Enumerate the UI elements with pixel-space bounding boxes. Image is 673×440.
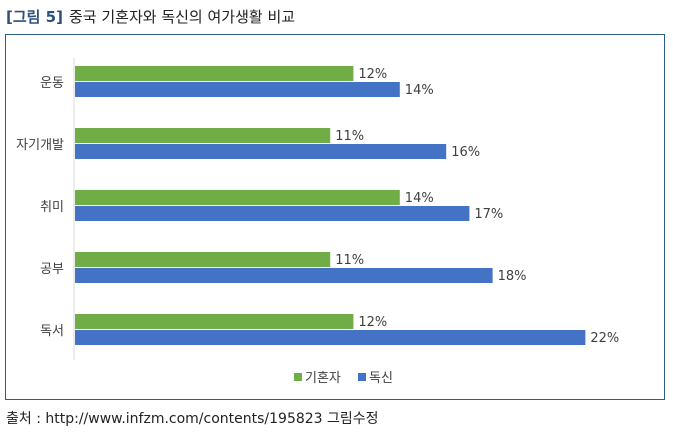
bar-married [75,190,400,205]
bar-single [75,330,586,345]
bar-married [75,66,354,81]
category-tick-label: 독서 [40,324,64,339]
data-label: 12% [358,67,387,82]
category-tick-label: 공부 [40,262,64,277]
data-label: 17% [474,207,503,222]
figure-title-text: 중국 기혼자와 독신의 여가생활 비교 [68,8,296,26]
data-label: 22% [590,331,619,346]
data-label: 12% [358,315,387,330]
data-label: 16% [451,145,480,160]
bar-single [75,268,493,283]
figure-title: [그림 5] 중국 기혼자와 독신의 여가생활 비교 [6,6,295,27]
legend-label: 독신 [369,371,393,386]
figure-tag: [그림 5] [6,8,63,26]
bar-married [75,314,354,329]
bar-single [75,82,400,97]
bar-married [75,252,331,267]
data-label: 11% [335,253,364,268]
data-label: 14% [405,191,434,206]
legend-swatch-single [358,373,366,381]
bar-single [75,206,470,221]
category-tick-label: 취미 [40,200,64,215]
data-label: 18% [498,269,527,284]
source-note: 출처 : http://www.infzm.com/contents/19582… [6,411,379,427]
category-tick-label: 자기개발 [16,138,64,153]
category-tick-label: 운동 [40,76,64,91]
data-label: 11% [335,129,364,144]
bar-married [75,128,331,143]
legend-label: 기혼자 [305,371,341,386]
data-label: 14% [405,83,434,98]
chart-frame [5,34,665,400]
legend-swatch-married [294,373,302,381]
bar-single [75,144,447,159]
